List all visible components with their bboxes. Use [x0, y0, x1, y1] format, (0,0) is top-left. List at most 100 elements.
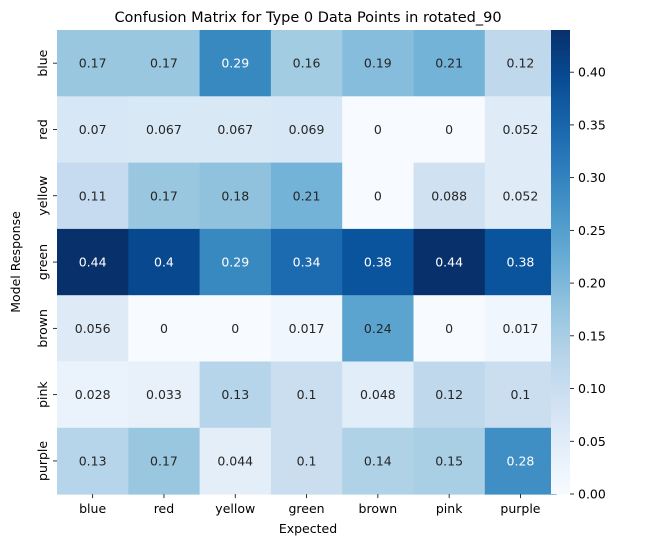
heatmap-cell [199, 295, 272, 362]
y-axis-label: Model Response [8, 211, 23, 313]
colorbar-tick-label: 0.20 [578, 276, 606, 291]
heatmap-cell [128, 228, 201, 296]
colorbar: 0.00 0.05 0.10 0.15 0.20 0.25 0.30 0.35 0.40 [551, 30, 606, 502]
heatmap-cell [270, 30, 343, 97]
x-tick-labels: blue red yellow green brown pink purple [79, 494, 541, 516]
x-tick-label: purple [500, 501, 540, 516]
cell-value-label: 0.29 [221, 56, 249, 71]
heatmap-cell [128, 295, 201, 362]
heatmap-cell [270, 295, 343, 362]
cell-value-label: 0.28 [507, 453, 535, 468]
cell-value-label: 0 [231, 321, 239, 336]
heatmap-cell [57, 427, 129, 495]
heatmap-cell [413, 295, 486, 362]
cell-value-label: 0.38 [507, 255, 535, 270]
x-tick-label: brown [359, 501, 398, 516]
heatmap-cell [413, 427, 486, 495]
heatmap-cell [270, 162, 343, 230]
heatmap-cell [57, 361, 129, 429]
y-tick-label: blue [35, 49, 50, 76]
heatmap-cell [57, 96, 129, 164]
heatmap-cell [484, 361, 557, 429]
heatmap-cell [484, 228, 557, 296]
heatmap-cell [270, 96, 343, 164]
y-tick-label: pink [35, 381, 50, 408]
colorbar-tick-label: 0.35 [578, 117, 606, 132]
cell-value-label: 0.11 [79, 188, 107, 203]
x-tick-label: pink [436, 501, 463, 516]
colorbar-tick-label: 0.30 [578, 170, 606, 185]
heatmap-cell [484, 162, 557, 230]
heatmap-cell [484, 30, 557, 97]
x-tick-label: green [288, 501, 324, 516]
cell-value-label: 0 [445, 122, 453, 137]
cell-value-label: 0.069 [289, 122, 325, 137]
x-axis-label: Expected [279, 521, 337, 536]
cell-value-label: 0.34 [293, 255, 321, 270]
y-tick-label: brown [35, 309, 50, 348]
heatmap-cell [270, 361, 343, 429]
heatmap-cell [128, 427, 201, 495]
heatmap-cell [199, 361, 272, 429]
heatmap-cell-labels: 0.17 0.17 0.29 0.16 0.19 0.21 0.12 0.07 0.067 0.0… [75, 56, 539, 469]
heatmap-cell [57, 228, 129, 296]
heatmap-cell [342, 162, 414, 230]
cell-value-label: 0.067 [146, 122, 182, 137]
heatmap-cell [342, 30, 414, 97]
x-tick-label: blue [79, 501, 106, 516]
y-tick-label: yellow [35, 176, 50, 216]
cell-value-label: 0.13 [221, 387, 249, 402]
y-tick-label: green [35, 244, 50, 280]
heatmap-cell [199, 228, 272, 296]
heatmap-cell [270, 427, 343, 495]
cell-value-label: 0.033 [146, 387, 182, 402]
cell-value-label: 0.38 [364, 255, 392, 270]
heatmap-cell [199, 30, 272, 97]
heatmap-cell [342, 295, 414, 362]
cell-value-label: 0.17 [150, 453, 178, 468]
cell-value-label: 0.12 [435, 387, 463, 402]
cell-value-label: 0.067 [217, 122, 253, 137]
y-tick-labels: blue red yellow green brown pink purple [35, 49, 57, 481]
cell-value-label: 0 [445, 321, 453, 336]
cell-value-label: 0.056 [75, 321, 111, 336]
cell-value-label: 0 [160, 321, 168, 336]
heatmap-cell [342, 96, 414, 164]
cell-value-label: 0.052 [503, 188, 539, 203]
heatmap-cell [342, 427, 414, 495]
cell-value-label: 0.052 [503, 122, 539, 137]
heatmap-cell [57, 162, 129, 230]
cell-value-label: 0.017 [503, 321, 539, 336]
colorbar-tick-label: 0.15 [578, 328, 606, 343]
colorbar-tick-label: 0.00 [578, 487, 606, 502]
cell-value-label: 0 [374, 122, 382, 137]
heatmap-cell [270, 228, 343, 296]
heatmap-cell [57, 295, 129, 362]
cell-value-label: 0.21 [435, 56, 463, 71]
heatmap-cell [413, 30, 486, 97]
cell-value-label: 0.44 [79, 255, 107, 270]
colorbar-tick-label: 0.40 [578, 65, 606, 80]
heatmap-cell [342, 361, 414, 429]
cell-value-label: 0.088 [431, 188, 467, 203]
cell-value-label: 0.17 [79, 56, 107, 71]
heatmap-cell [413, 361, 486, 429]
cell-value-label: 0.1 [511, 387, 531, 402]
cell-value-label: 0.12 [507, 56, 535, 71]
heatmap-cell [413, 162, 486, 230]
heatmap-cell [484, 96, 557, 164]
cell-value-label: 0.44 [435, 255, 463, 270]
chart-title: Confusion Matrix for Type 0 Data Points … [114, 10, 501, 26]
cell-value-label: 0.18 [221, 188, 249, 203]
cell-value-label: 0.048 [360, 387, 396, 402]
colorbar-tick-label: 0.05 [578, 434, 606, 449]
cell-value-label: 0.24 [364, 321, 392, 336]
heatmap-cell [342, 228, 414, 296]
heatmap-cell [484, 295, 557, 362]
colorbar-tick-label: 0.25 [578, 223, 606, 238]
cell-value-label: 0.1 [297, 453, 317, 468]
heatmap-cell [199, 96, 272, 164]
cell-value-label: 0.13 [79, 453, 107, 468]
heatmap-cell [128, 30, 201, 97]
